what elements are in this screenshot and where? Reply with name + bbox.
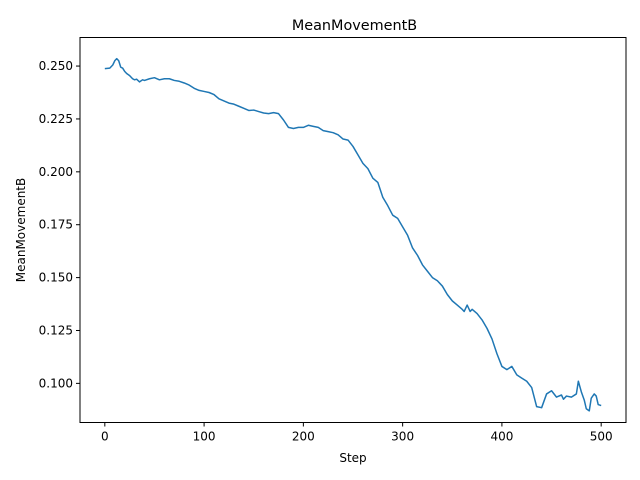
y-tick-label: 0.200 [39,165,73,179]
y-tick-label: 0.150 [39,271,73,285]
y-tick-label: 0.250 [39,59,73,73]
x-axis-label: Step [339,451,366,465]
x-tick-label: 100 [193,430,216,444]
x-tick-label: 200 [292,430,315,444]
chart-title: MeanMovementB [292,18,417,34]
x-tick-label: 400 [490,430,513,444]
y-tick-label: 0.100 [39,376,73,390]
axes-frame [79,37,627,423]
y-axis-label: MeanMovementB [14,178,28,283]
series-line-0 [104,57,602,412]
x-tick-label: 500 [590,430,613,444]
plot-area [104,57,602,412]
x-tick-label: 0 [101,430,109,444]
x-tick-label: 300 [391,430,414,444]
x-axis-ticks: 0 100 200 300 400 500 [101,422,613,444]
y-tick-label: 0.225 [39,112,73,126]
y-axis-ticks: 0.100 0.125 0.150 0.175 0.200 0.225 0.250 [39,59,80,390]
y-tick-label: 0.125 [39,323,73,337]
y-tick-label: 0.175 [39,218,73,232]
